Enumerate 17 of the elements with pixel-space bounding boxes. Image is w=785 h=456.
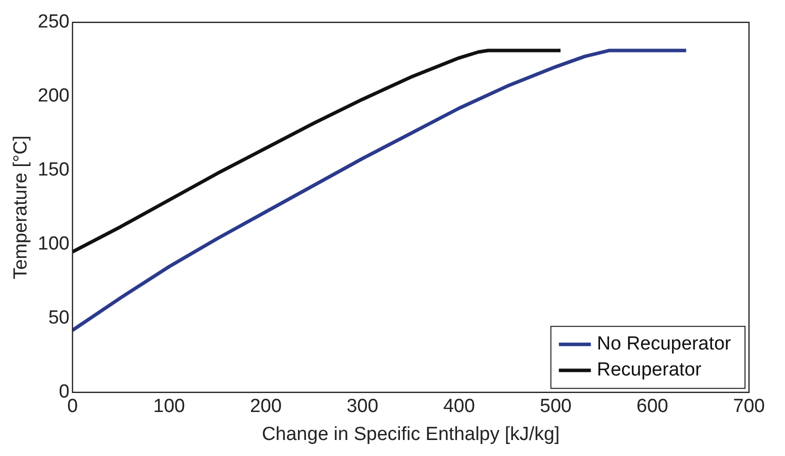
x-tick-label: 200 [250, 396, 282, 418]
x-tick-label: 500 [540, 396, 572, 418]
y-tick-label: 0 [58, 382, 70, 403]
y-tick-label: 250 [38, 12, 70, 33]
y-tick-label: 150 [38, 160, 70, 181]
x-tick-label: 700 [733, 396, 765, 418]
y-tick-label: 200 [38, 86, 70, 107]
legend-label: No Recuperator [596, 334, 732, 355]
x-tick-label: 300 [346, 396, 378, 418]
y-tick-label: 100 [38, 234, 70, 255]
x-tick-label: 600 [636, 396, 668, 418]
x-axis-title: Change in Specific Enthalpy [kJ/kg] [262, 424, 560, 445]
x-tick-label: 400 [443, 396, 475, 418]
y-tick-label: 50 [48, 308, 70, 329]
x-tick-label: 100 [153, 396, 185, 418]
y-axis-title: Temperature [°C] [10, 135, 32, 280]
legend-label: Recuperator [596, 360, 702, 381]
